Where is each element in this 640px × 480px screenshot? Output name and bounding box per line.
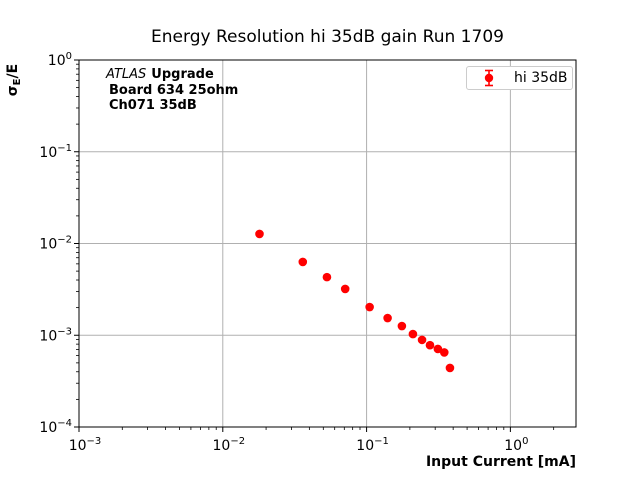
annotation-line-1: ATLAS Upgrade	[106, 67, 238, 83]
svg-text:10−1: 10−1	[356, 436, 389, 454]
legend-box: hi 35dB	[466, 66, 573, 90]
svg-text:10−2: 10−2	[213, 436, 246, 454]
legend-entry-label: hi 35dB	[514, 70, 568, 86]
plot-annotation: ATLAS Upgrade Board 634 25ohm Ch071 35dB	[106, 67, 238, 114]
annotation-line-3: Ch071 35dB	[109, 98, 197, 113]
legend-errorbar-marker-icon	[484, 69, 494, 87]
y-axis-label-sigma: σ	[5, 85, 21, 97]
y-axis-label: σE/E	[5, 30, 23, 130]
svg-text:10−2: 10−2	[39, 235, 72, 253]
x-axis-label: Input Current [mA]	[425, 454, 576, 470]
y-axis-label-suffix: /E	[5, 63, 21, 79]
svg-text:10−3: 10−3	[39, 326, 72, 344]
y-axis-label-subscript: E	[12, 78, 23, 86]
chart-title: Energy Resolution hi 35dB gain Run 1709	[151, 27, 504, 47]
annotation-atlas-text: ATLAS	[106, 67, 147, 82]
svg-text:10−1: 10−1	[39, 143, 72, 161]
annotation-line-2: Board 634 25ohm	[109, 82, 239, 98]
svg-text:10−3: 10−3	[69, 436, 102, 454]
annotation-upgrade-text: Upgrade	[151, 67, 214, 82]
svg-text:100: 100	[504, 436, 528, 454]
svg-text:100: 100	[48, 51, 72, 69]
svg-text:10−4: 10−4	[39, 418, 72, 436]
